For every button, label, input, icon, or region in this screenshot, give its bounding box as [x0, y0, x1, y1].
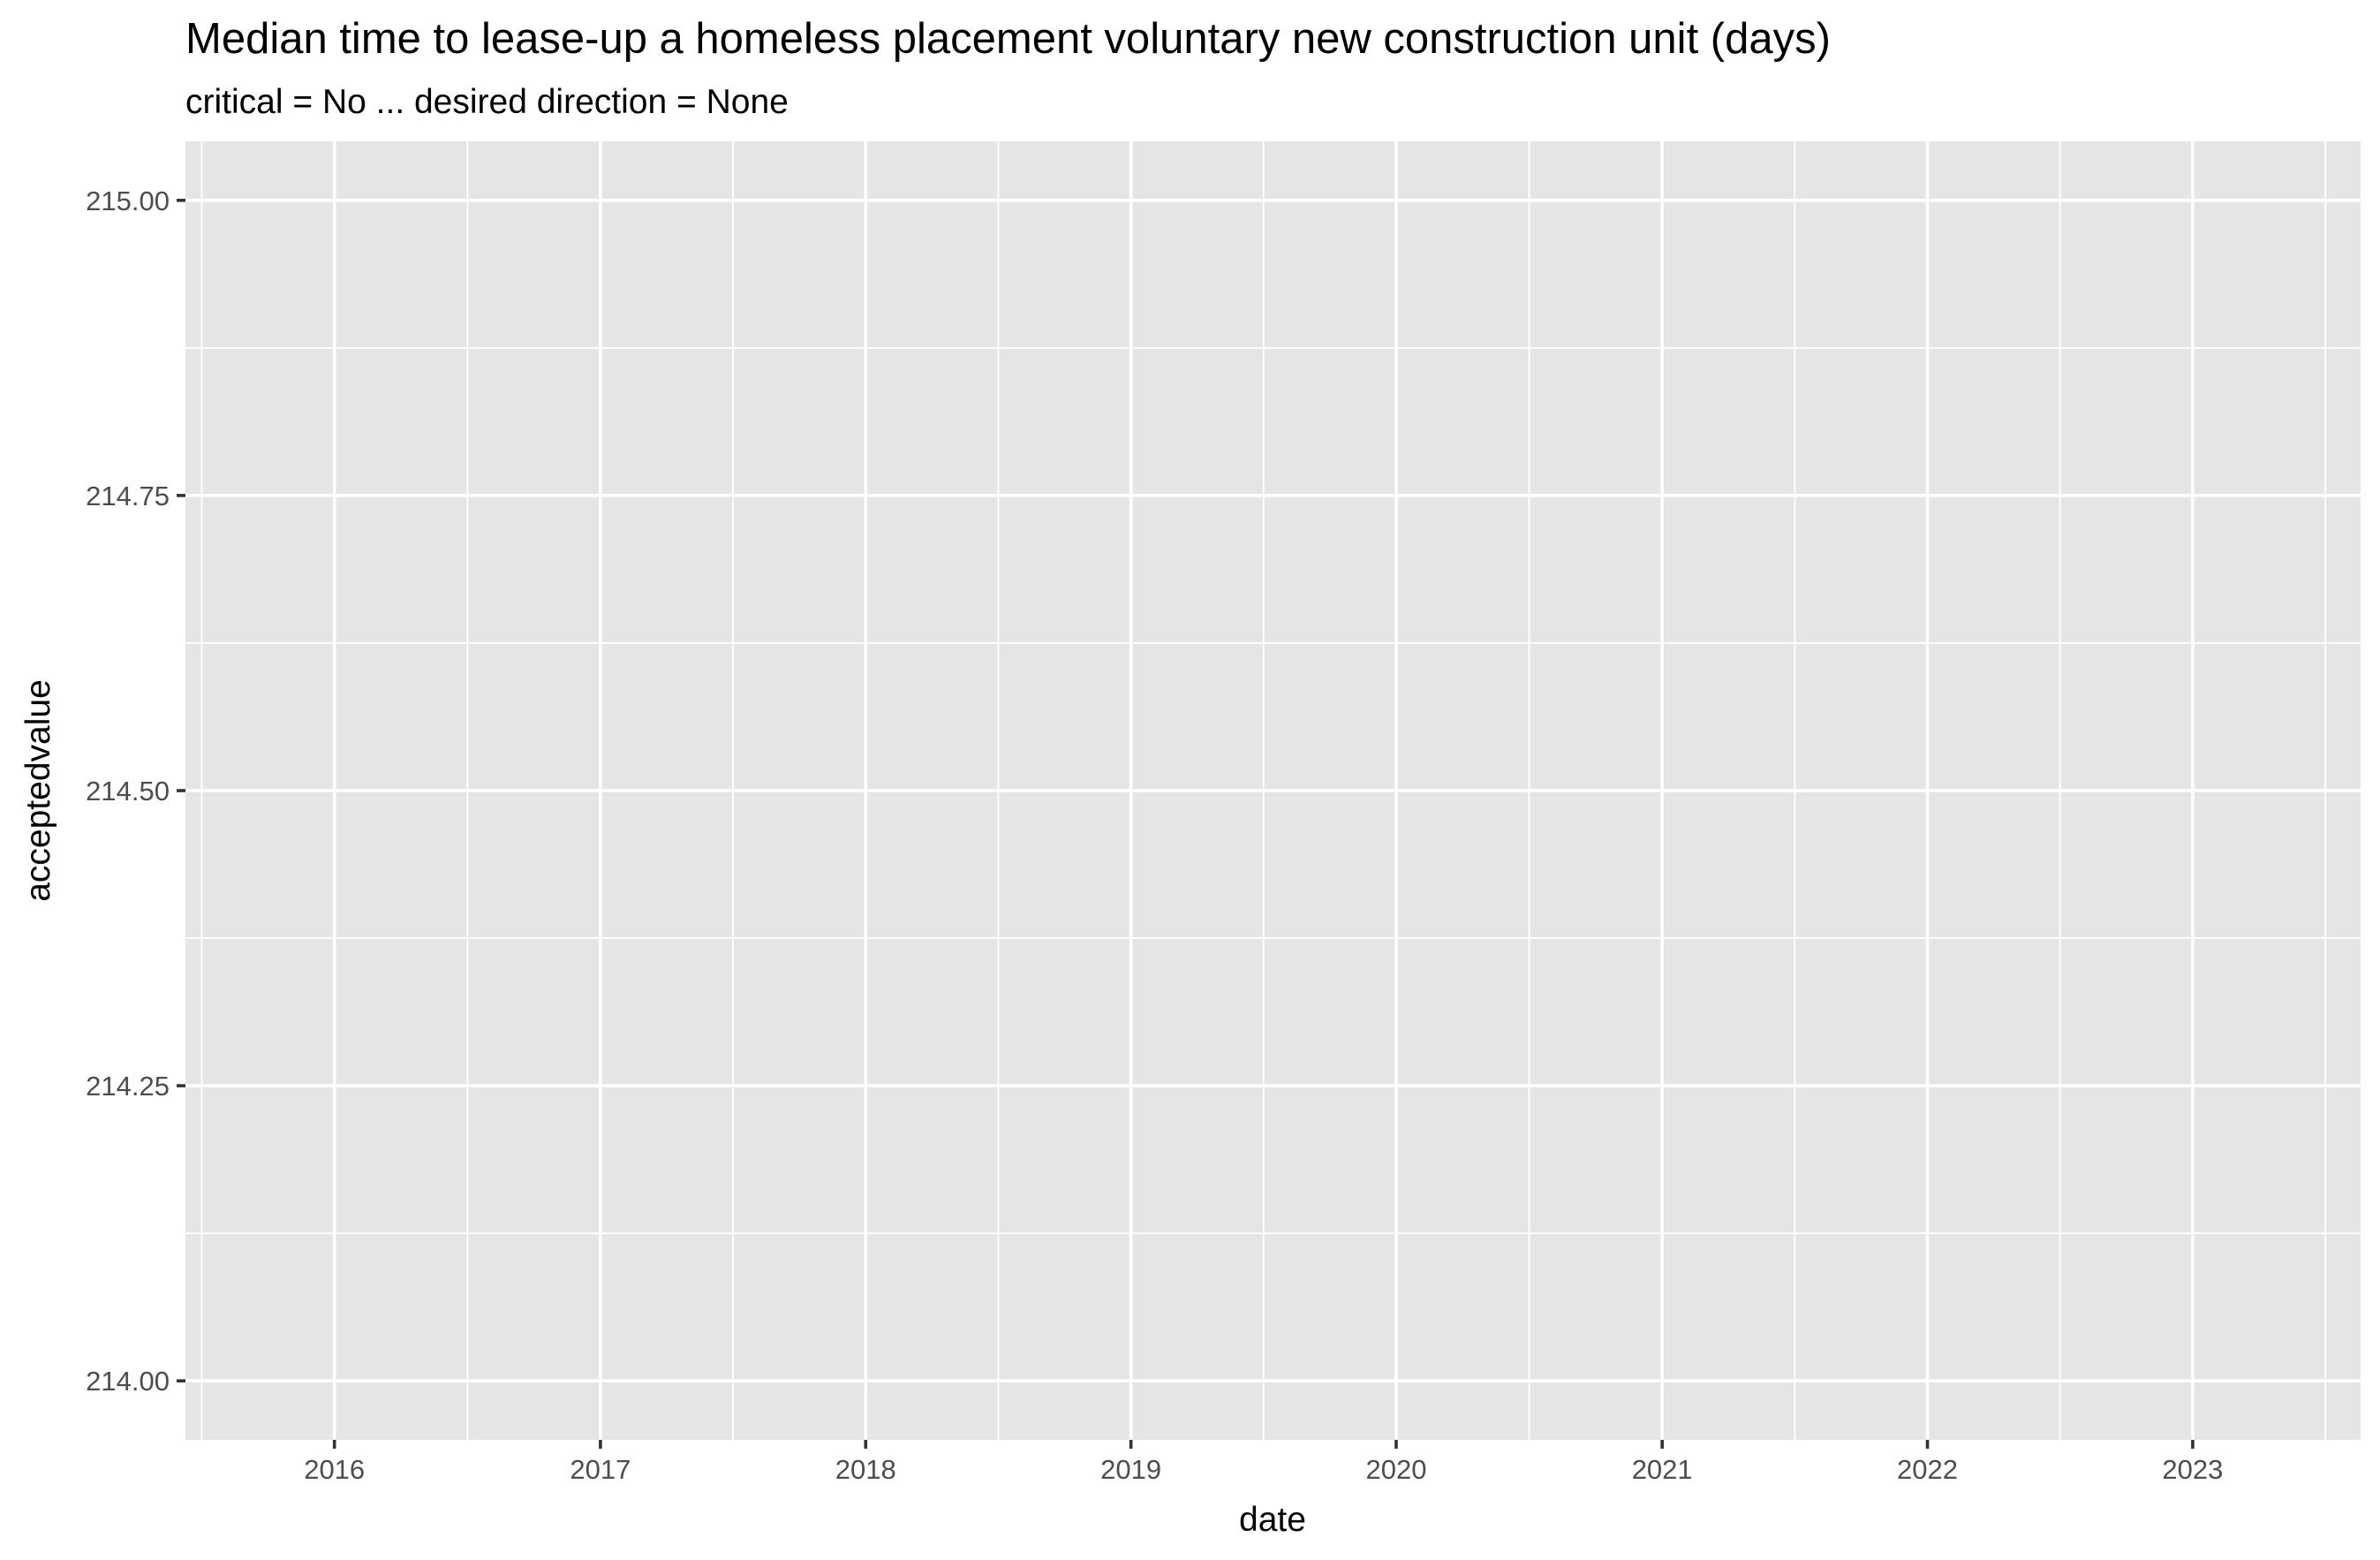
x-tick-label: 2022 — [1897, 1454, 1958, 1485]
y-tick-label: 214.00 — [86, 1366, 170, 1397]
grid-major-y — [185, 199, 2361, 1382]
x-tick-label: 2016 — [304, 1454, 365, 1485]
chart-title: Median time to lease-up a homeless place… — [185, 15, 1831, 63]
chart-subtitle: critical = No ... desired direction = No… — [185, 83, 789, 121]
x-tick-label: 2020 — [1366, 1454, 1427, 1485]
y-axis: 214.00 214.25 214.50 214.75 215.00 — [86, 186, 185, 1397]
y-tick-label: 214.75 — [86, 481, 170, 511]
x-axis: 2016 2017 2018 2019 2020 2021 2022 2023 — [304, 1440, 2223, 1485]
grid-minor-y — [185, 346, 2361, 1235]
x-tick-label: 2023 — [2162, 1454, 2223, 1485]
y-tick-label: 214.50 — [86, 776, 170, 807]
grid-major-x — [332, 141, 2195, 1440]
y-axis-title: acceptedvalue — [19, 679, 57, 902]
x-axis-title: date — [1239, 1501, 1306, 1539]
x-tick-label: 2018 — [835, 1454, 896, 1485]
x-tick-label: 2021 — [1632, 1454, 1693, 1485]
y-tick-label: 214.25 — [86, 1071, 170, 1102]
x-tick-label: 2017 — [570, 1454, 631, 1485]
x-tick-label: 2019 — [1100, 1454, 1161, 1485]
y-tick-label: 215.00 — [86, 186, 170, 216]
